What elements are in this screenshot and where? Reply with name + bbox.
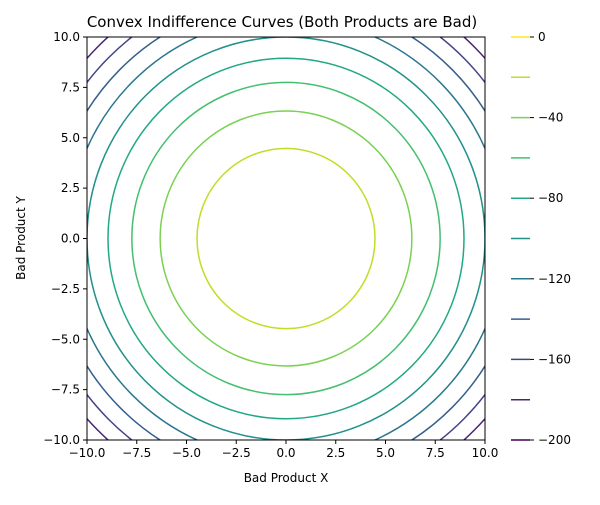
contour-line <box>196 147 376 330</box>
contour-line <box>87 37 485 440</box>
x-axis-ticks: −10.0 −7.5 −5.0 −2.5 0.0 2.5 5.0 7.5 10.0 <box>69 440 499 460</box>
plot-frame <box>86 36 486 441</box>
x-tick-label: 2.5 <box>326 446 345 460</box>
x-tick-label: 5.0 <box>376 446 395 460</box>
x-tick-label: 7.5 <box>426 446 445 460</box>
contour-line <box>107 57 465 420</box>
contour-line <box>87 37 485 440</box>
contour-line <box>87 37 485 440</box>
y-tick-label: 10.0 <box>53 30 80 44</box>
contour-line <box>159 110 413 367</box>
y-axis-label: Bad Product Y <box>14 195 28 279</box>
y-axis-ticks: −10.0 −7.5 −5.0 −2.5 0.0 2.5 5.0 7.5 10.0 <box>43 30 87 447</box>
colorbar-tick-label: −120 <box>538 272 571 286</box>
contour-line <box>131 81 441 396</box>
x-tick-label: −10.0 <box>69 446 106 460</box>
x-tick-label: 10.0 <box>472 446 499 460</box>
colorbar-tick-label: −40 <box>538 111 563 125</box>
y-tick-label: −7.5 <box>51 383 80 397</box>
x-tick-label: 0.0 <box>276 446 295 460</box>
colorbar: 0 −40 −80 −120 −160 −200 <box>511 30 571 447</box>
contour-lines <box>87 37 485 440</box>
y-tick-label: −10.0 <box>43 433 80 447</box>
colorbar-tick-label: 0 <box>538 30 546 44</box>
y-tick-label: −2.5 <box>51 282 80 296</box>
y-tick-label: 2.5 <box>61 181 80 195</box>
y-tick-label: 5.0 <box>61 131 80 145</box>
x-tick-label: −5.0 <box>172 446 201 460</box>
x-axis-label: Bad Product X <box>244 471 329 485</box>
contour-line <box>87 37 485 440</box>
y-tick-label: 7.5 <box>61 80 80 94</box>
colorbar-tick-label: −80 <box>538 191 563 205</box>
x-tick-label: −2.5 <box>222 446 251 460</box>
colorbar-tick-label: −160 <box>538 352 571 366</box>
y-tick-label: 0.0 <box>61 232 80 246</box>
chart-title: Convex Indifference Curves (Both Product… <box>87 13 477 31</box>
x-tick-label: −7.5 <box>122 446 151 460</box>
y-tick-label: −5.0 <box>51 332 80 346</box>
contour-line <box>87 37 485 440</box>
colorbar-tick-label: −200 <box>538 433 571 447</box>
